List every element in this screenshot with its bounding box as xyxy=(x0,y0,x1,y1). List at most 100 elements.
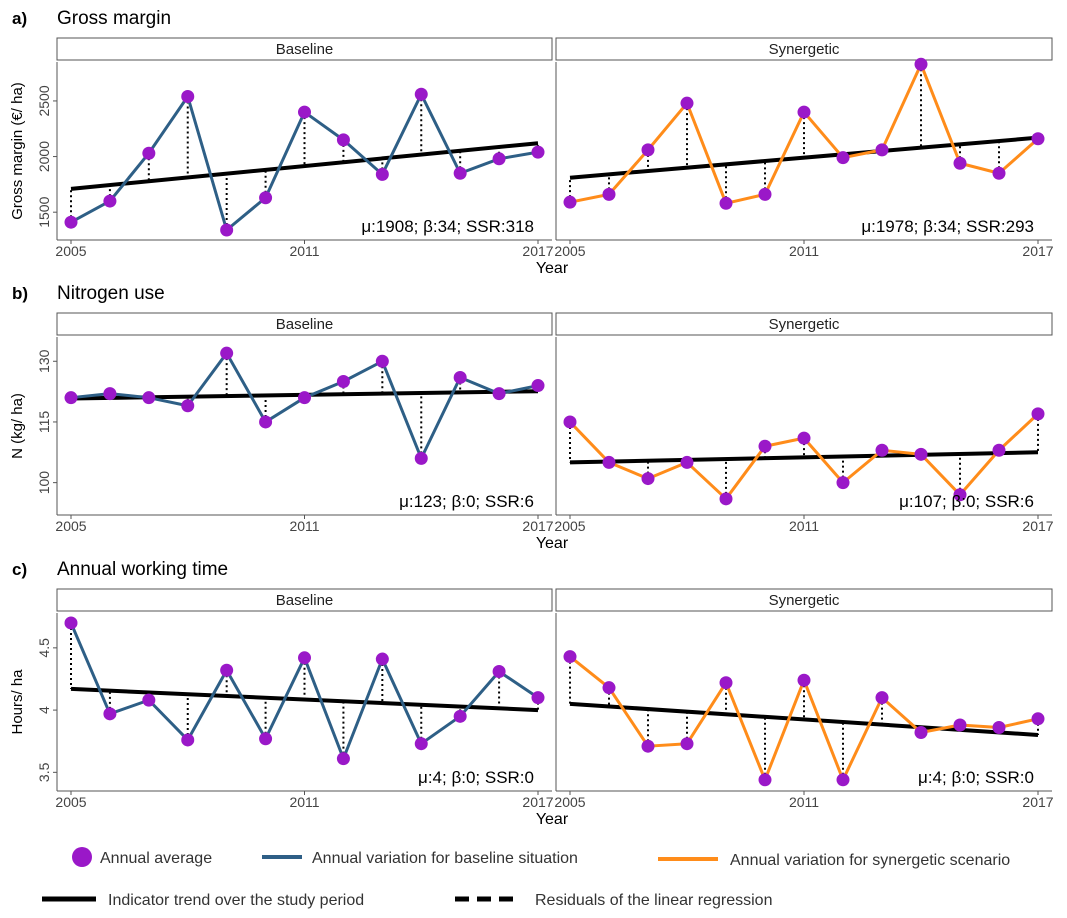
y-axis-label: Hours/ ha xyxy=(9,669,26,735)
data-point xyxy=(992,443,1006,457)
x-tick-label: 2017 xyxy=(1022,518,1053,534)
data-point xyxy=(64,215,78,229)
data-point xyxy=(992,721,1006,735)
data-point xyxy=(914,725,928,739)
data-point xyxy=(875,143,889,157)
legend-label: Indicator trend over the study period xyxy=(108,892,364,909)
series-line-baseline xyxy=(70,351,539,460)
facet-strip xyxy=(555,588,1053,612)
x-tick-label: 2011 xyxy=(789,518,819,534)
legend-key-point xyxy=(72,847,92,867)
facet-strip-label: Synergetic xyxy=(769,592,840,609)
data-point xyxy=(453,709,467,723)
data-point xyxy=(953,488,967,502)
y-tick-label: 2500 xyxy=(36,85,52,116)
x-tick-label: 2017 xyxy=(522,518,553,534)
data-point xyxy=(298,391,311,405)
data-point xyxy=(375,354,389,368)
x-tick-label: 2005 xyxy=(554,243,585,259)
data-point xyxy=(453,166,467,180)
facet-baseline: Baseline 2005 2011 2017 μ:123; β:0; SSR:6 xyxy=(55,312,554,534)
data-point xyxy=(719,196,733,210)
data-point xyxy=(914,57,928,71)
stats-annotation: μ:1908; β:34; SSR:318 xyxy=(361,217,534,236)
legend: Annual average Annual variation for basel… xyxy=(42,847,1010,909)
y-tick-label: 2000 xyxy=(36,141,52,172)
data-point xyxy=(875,443,889,457)
data-point xyxy=(602,455,616,469)
data-point xyxy=(797,673,811,687)
facet-strip xyxy=(56,37,553,61)
stats-annotation: μ:4; β:0; SSR:0 xyxy=(418,768,534,787)
legend-item-trend: Indicator trend over the study period xyxy=(42,892,364,909)
x-tick-label: 2011 xyxy=(289,243,319,259)
data-point xyxy=(953,718,967,732)
legend-label: Annual average xyxy=(100,850,212,867)
data-point xyxy=(103,707,117,721)
data-point xyxy=(563,650,577,664)
data-point xyxy=(64,391,78,405)
facet-strip xyxy=(56,588,553,612)
data-point xyxy=(602,187,616,201)
data-point xyxy=(220,663,234,677)
stats-annotation: μ:123; β:0; SSR:6 xyxy=(399,492,534,511)
y-tick-label: 4.5 xyxy=(36,638,52,658)
data-point xyxy=(641,472,655,486)
data-point xyxy=(719,676,733,690)
data-point xyxy=(336,375,350,388)
x-tick-label: 2011 xyxy=(289,518,319,534)
data-point xyxy=(531,145,545,159)
data-point xyxy=(758,439,772,453)
data-point xyxy=(680,737,694,751)
x-tick-label: 2011 xyxy=(289,794,319,810)
x-tick-label: 2017 xyxy=(522,243,553,259)
data-point xyxy=(680,96,694,110)
facet-strip-label: Baseline xyxy=(276,41,334,58)
data-point xyxy=(142,146,156,160)
legend-label: Annual variation for baseline situation xyxy=(312,850,578,867)
y-tick-label: 100 xyxy=(36,471,52,495)
x-axis-label: Year xyxy=(536,535,569,552)
x-tick-label: 2005 xyxy=(55,518,86,534)
data-point xyxy=(875,691,889,705)
facet-strip-label: Baseline xyxy=(276,316,334,333)
data-point xyxy=(1031,132,1045,146)
data-point xyxy=(298,651,311,665)
y-tick-label: 115 xyxy=(36,411,52,434)
data-point xyxy=(414,451,428,465)
data-point xyxy=(836,151,850,165)
panel-title: Gross margin xyxy=(57,8,171,29)
data-point xyxy=(492,152,506,166)
y-axis-label: N (kg/ ha) xyxy=(9,393,26,459)
data-point xyxy=(602,681,616,695)
facet-synergetic: Synergetic 2005 2011 2017 μ:1978; β:34; SSR:… xyxy=(554,37,1054,259)
facet-strip-label: Synergetic xyxy=(769,316,840,333)
x-tick-label: 2005 xyxy=(55,794,86,810)
data-point xyxy=(953,156,967,170)
data-point xyxy=(492,665,506,679)
x-tick-label: 2005 xyxy=(554,794,585,810)
stats-annotation: μ:4; β:0; SSR:0 xyxy=(918,768,1034,787)
data-point xyxy=(259,415,273,429)
data-point xyxy=(492,387,506,401)
data-point xyxy=(563,195,577,209)
stats-annotation: μ:107; β:0; SSR:6 xyxy=(899,492,1034,511)
facet-strip xyxy=(555,312,1053,336)
legend-label: Annual variation for synergetic scenario xyxy=(730,852,1010,869)
facet-strip-label: Baseline xyxy=(276,592,334,609)
data-point xyxy=(836,476,850,490)
data-point xyxy=(181,399,195,413)
data-point xyxy=(220,223,234,237)
data-point xyxy=(103,387,117,401)
y-tick-label: 1500 xyxy=(36,196,52,227)
x-tick-label: 2011 xyxy=(789,794,819,810)
data-point xyxy=(220,346,234,360)
panel-tag: a) xyxy=(12,9,27,28)
panel-title: Annual working time xyxy=(57,559,228,580)
data-point xyxy=(181,89,195,103)
facet-strip-label: Synergetic xyxy=(769,41,840,58)
